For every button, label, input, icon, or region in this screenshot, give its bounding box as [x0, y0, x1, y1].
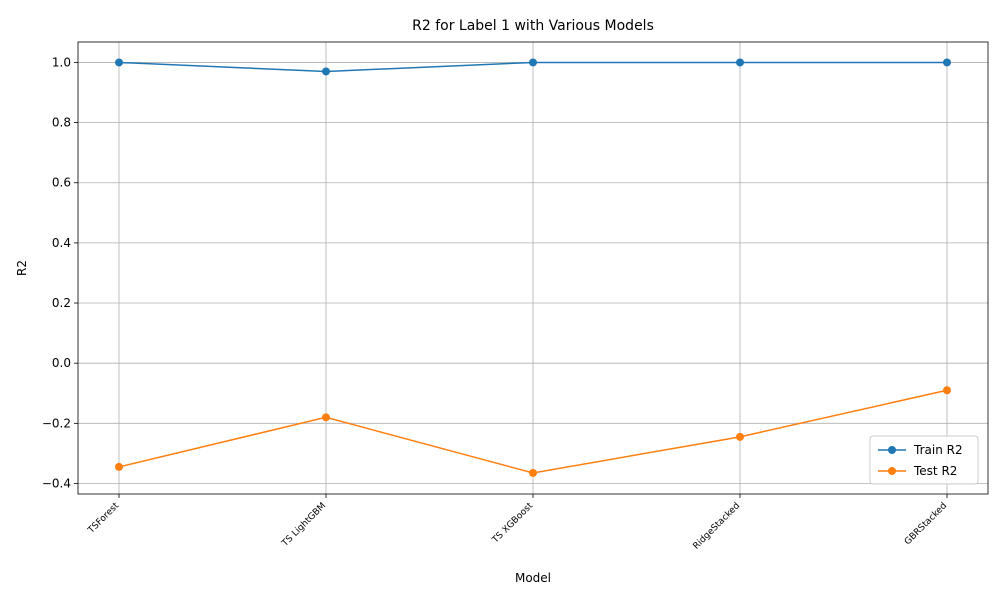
y-tick-label: 1.0	[52, 55, 71, 69]
data-point	[529, 468, 537, 477]
series-group	[115, 58, 951, 477]
y-tick-label: 0.6	[52, 176, 71, 190]
y-tick-label: −0.2	[42, 416, 71, 430]
y-tick-label: 0.0	[52, 356, 71, 370]
y-tick-label: 0.4	[52, 236, 71, 250]
data-point	[322, 413, 330, 422]
data-point	[529, 58, 537, 67]
legend: Train R2 Test R2	[869, 435, 979, 485]
y-tick-label: −0.4	[42, 476, 71, 490]
series-test-r2	[115, 386, 951, 477]
y-axis-label: R2	[15, 260, 29, 276]
legend-marker	[888, 446, 896, 454]
data-point	[736, 432, 744, 441]
data-point	[943, 386, 951, 395]
data-point	[943, 58, 951, 67]
chart-title: R2 for Label 1 with Various Models	[412, 18, 654, 34]
legend-label: Test R2	[913, 464, 957, 478]
data-point	[322, 67, 330, 76]
series-train-r2	[115, 58, 951, 76]
legend-marker	[888, 467, 896, 475]
data-point	[736, 58, 744, 67]
grid-lines	[78, 42, 988, 494]
y-tick-label: 0.8	[52, 116, 71, 130]
x-axis-label: Model	[515, 571, 551, 585]
legend-label: Train R2	[913, 443, 963, 457]
data-point	[115, 58, 123, 67]
legend-box	[869, 435, 979, 485]
data-point	[115, 462, 123, 471]
y-tick-label: 0.2	[52, 296, 71, 310]
